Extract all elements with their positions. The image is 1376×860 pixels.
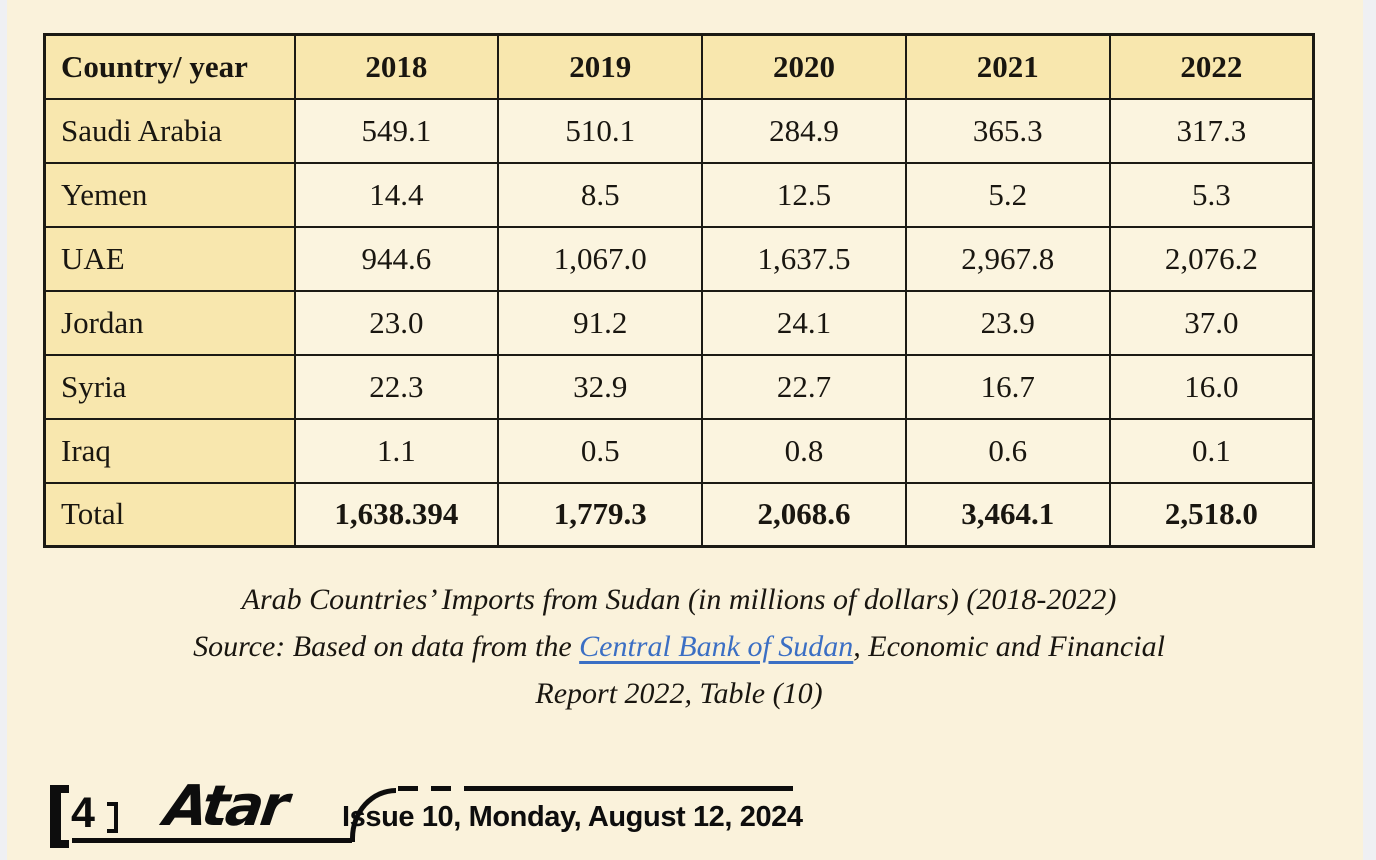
value-cell: 549.1 bbox=[293, 97, 500, 164]
value-cell: 5.2 bbox=[904, 161, 1111, 228]
value-cell: 16.0 bbox=[1108, 353, 1315, 420]
caption-source-line: Source: Based on data from the Central B… bbox=[43, 623, 1315, 670]
value-cell: 284.9 bbox=[701, 97, 907, 164]
value-cell: 16.7 bbox=[904, 353, 1111, 420]
value-cell: 510.1 bbox=[497, 97, 704, 164]
table-row: Saudi Arabia 549.1 510.1 284.9 365.3 317.3 bbox=[43, 97, 1315, 164]
country-cell: Iraq bbox=[43, 417, 296, 484]
value-cell: 91.2 bbox=[497, 289, 704, 356]
caption-title: Arab Countries’ Imports from Sudan (in m… bbox=[241, 583, 1117, 616]
imports-table: Country/ year 2018 2019 2020 2021 2022 Saudi … bbox=[43, 33, 1315, 548]
year-header-cell: 2021 bbox=[904, 33, 1111, 100]
value-cell: 2,967.8 bbox=[904, 225, 1111, 292]
value-cell: 8.5 bbox=[497, 161, 704, 228]
value-cell: 37.0 bbox=[1108, 289, 1315, 356]
total-label-cell: Total bbox=[43, 481, 296, 548]
total-value-cell: 2,518.0 bbox=[1108, 481, 1315, 548]
total-value-cell: 1,638.394 bbox=[293, 481, 500, 548]
value-cell: 24.1 bbox=[701, 289, 907, 356]
atar-logo: Atar bbox=[160, 774, 291, 839]
table-caption: Arab Countries’ Imports from Sudan (in m… bbox=[43, 576, 1315, 717]
table-row: Yemen 14.4 8.5 12.5 5.2 5.3 bbox=[43, 161, 1315, 228]
caption-report-line: Report 2022, Table (10) bbox=[535, 677, 823, 710]
central-bank-link[interactable]: Central Bank of Sudan bbox=[579, 630, 854, 663]
value-cell: 2,076.2 bbox=[1108, 225, 1315, 292]
value-cell: 0.1 bbox=[1108, 417, 1315, 484]
caption-source-prefix: Source: Based on data from the bbox=[193, 630, 580, 663]
country-cell: Saudi Arabia bbox=[43, 97, 296, 164]
value-cell: 317.3 bbox=[1108, 97, 1315, 164]
footer-solid-rule bbox=[483, 786, 793, 791]
value-cell: 5.3 bbox=[1108, 161, 1315, 228]
year-header-cell: 2020 bbox=[701, 33, 907, 100]
value-cell: 23.9 bbox=[904, 289, 1111, 356]
value-cell: 944.6 bbox=[293, 225, 500, 292]
page-number: 4 bbox=[71, 789, 95, 837]
document-page: Country/ year 2018 2019 2020 2021 2022 Saudi … bbox=[7, 0, 1363, 860]
value-cell: 12.5 bbox=[701, 161, 907, 228]
value-cell: 14.4 bbox=[293, 161, 500, 228]
value-cell: 1,637.5 bbox=[701, 225, 907, 292]
value-cell: 22.7 bbox=[701, 353, 907, 420]
total-value-cell: 1,779.3 bbox=[497, 481, 704, 548]
value-cell: 0.8 bbox=[701, 417, 907, 484]
value-cell: 23.0 bbox=[293, 289, 500, 356]
footer-dashed-rule bbox=[398, 786, 483, 791]
year-header-cell: 2018 bbox=[293, 33, 500, 100]
table-row: Iraq 1.1 0.5 0.8 0.6 0.1 bbox=[43, 417, 1315, 484]
issue-date-line: Issue 10, Monday, August 12, 2024 bbox=[342, 801, 803, 833]
caption-source-suffix: , Economic and Financial bbox=[853, 630, 1165, 663]
table-header-row: Country/ year 2018 2019 2020 2021 2022 bbox=[43, 33, 1315, 100]
value-cell: 22.3 bbox=[293, 353, 500, 420]
table-row: Syria 22.3 32.9 22.7 16.7 16.0 bbox=[43, 353, 1315, 420]
country-cell: UAE bbox=[43, 225, 296, 292]
page-number-bracket-right bbox=[107, 802, 118, 833]
value-cell: 0.6 bbox=[904, 417, 1111, 484]
footer-underline bbox=[72, 838, 352, 843]
table-body: Saudi Arabia 549.1 510.1 284.9 365.3 317.3 Yem… bbox=[43, 97, 1315, 548]
total-row: Total 1,638.394 1,779.3 2,068.6 3,464.1 2,518… bbox=[43, 481, 1315, 548]
value-cell: 32.9 bbox=[497, 353, 704, 420]
year-header-cell: 2022 bbox=[1108, 33, 1315, 100]
total-value-cell: 2,068.6 bbox=[701, 481, 907, 548]
table-row: Jordan 23.0 91.2 24.1 23.9 37.0 bbox=[43, 289, 1315, 356]
country-cell: Yemen bbox=[43, 161, 296, 228]
corner-header-cell: Country/ year bbox=[43, 33, 296, 100]
country-cell: Syria bbox=[43, 353, 296, 420]
table-row: UAE 944.6 1,067.0 1,637.5 2,967.8 2,076.2 bbox=[43, 225, 1315, 292]
year-header-cell: 2019 bbox=[497, 33, 704, 100]
page-number-bracket-left bbox=[50, 785, 69, 848]
country-cell: Jordan bbox=[43, 289, 296, 356]
value-cell: 0.5 bbox=[497, 417, 704, 484]
value-cell: 1.1 bbox=[293, 417, 500, 484]
value-cell: 365.3 bbox=[904, 97, 1111, 164]
value-cell: 1,067.0 bbox=[497, 225, 704, 292]
total-value-cell: 3,464.1 bbox=[904, 481, 1111, 548]
